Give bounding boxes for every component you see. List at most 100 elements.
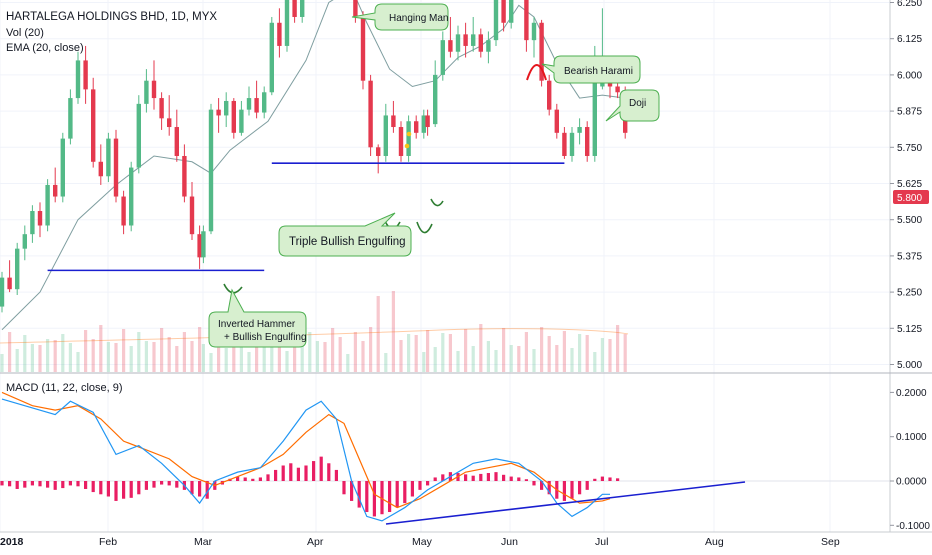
- candle-25: [189, 182, 195, 240]
- macd-histogram-bar-11: [84, 481, 88, 489]
- candle-body-1: [7, 277, 12, 290]
- volume-bar-73: [547, 336, 551, 372]
- last-price-badge-bg: [893, 190, 929, 204]
- volume-bar-36: [270, 333, 274, 372]
- volume-bar-9: [68, 343, 72, 372]
- volume-bar-45: [338, 337, 342, 372]
- macd-histogram-bar-8: [61, 481, 65, 489]
- volume-bar-66: [494, 350, 498, 372]
- macd-histogram-bar-10: [76, 481, 80, 487]
- candle-body-55: [414, 121, 419, 133]
- candle-3: [22, 225, 27, 261]
- volume-bar-23: [175, 346, 179, 372]
- macd-histogram-bar-13: [99, 481, 103, 495]
- candle-67: [501, 0, 506, 32]
- volume-bar-43: [323, 342, 327, 372]
- candle-32: [239, 100, 244, 136]
- candle-76: [569, 127, 575, 162]
- volume-bar-49: [369, 327, 373, 372]
- volume-bar-75: [562, 331, 566, 372]
- candle-5: [37, 202, 43, 238]
- candle-body-28: [208, 109, 214, 232]
- macd-histogram-bar-51: [388, 481, 392, 513]
- volume-bar-4: [30, 344, 34, 372]
- callout-doji-text: Doji: [629, 98, 646, 109]
- candle-body-5: [37, 211, 43, 226]
- candle-body-10: [75, 60, 81, 99]
- macd-histogram-bar-45: [342, 481, 346, 495]
- candle-77: [577, 118, 582, 145]
- volume-bar-25: [190, 341, 194, 372]
- candle-50: [376, 144, 381, 174]
- candle-9: [68, 89, 73, 145]
- volume-bar-52: [391, 291, 395, 372]
- candle-51: [383, 103, 388, 162]
- callout-inverted-hammer-line2: + Bullish Engulfing: [224, 332, 307, 343]
- candle-40: [300, 0, 305, 23]
- candle-15: [113, 129, 119, 203]
- volume-bar-41: [308, 332, 312, 372]
- volume-bar-60: [448, 334, 452, 372]
- macd-histogram-bar-54: [410, 481, 414, 497]
- volume-bar-7: [53, 340, 57, 372]
- volume-bar-76: [570, 348, 574, 372]
- macd-histogram-bar-33: [251, 478, 255, 481]
- candle-body-15: [113, 138, 119, 197]
- volume-bar-5: [38, 345, 42, 372]
- candle-body-53: [398, 127, 404, 156]
- volume-bar-48: [361, 341, 365, 372]
- volume-bar-53: [399, 340, 403, 372]
- macd-histogram-bar-74: [562, 481, 566, 501]
- time-tick-label-8: Sep: [821, 536, 840, 548]
- candle-body-74: [554, 109, 559, 133]
- time-tick-label-7: Aug: [705, 536, 724, 548]
- volume-bar-6: [46, 339, 50, 372]
- candle-33: [246, 86, 252, 116]
- candle-55: [414, 115, 419, 139]
- candle-74: [554, 103, 559, 139]
- candle-body-62: [463, 34, 468, 46]
- candle-29: [216, 98, 221, 133]
- price-tick-label-4: 6.125: [897, 34, 922, 45]
- candle-78: [585, 121, 590, 162]
- volume-bar-46: [346, 354, 350, 372]
- macd-histogram-bar-9: [68, 481, 72, 486]
- candle-body-39: [292, 0, 297, 17]
- price-tick-label-5: 6.000: [897, 70, 922, 81]
- volume-bar-0: [0, 354, 4, 372]
- macd-histogram-bar-7: [53, 481, 57, 490]
- candle-body-22: [167, 118, 172, 128]
- candle-body-32: [239, 109, 244, 133]
- volume-bar-78: [585, 335, 589, 372]
- macd-tick-label-0: 0.2000: [896, 388, 927, 399]
- candle-54: [406, 115, 411, 162]
- macd-histogram-bar-42: [319, 456, 323, 481]
- candle-body-52: [391, 115, 396, 128]
- candle-body-0: [0, 277, 5, 307]
- callout-inverted-hammer: Inverted Hammer + Bullish Engulfing: [208, 288, 307, 348]
- candle-30: [224, 92, 229, 128]
- candle-body-71: [531, 22, 537, 41]
- callout-doji-shape: [605, 89, 660, 122]
- candle-body-30: [224, 100, 229, 116]
- candle-body-13: [98, 161, 103, 177]
- candle-body-80: [600, 80, 605, 87]
- price-tick-label-11: 5.250: [897, 288, 922, 299]
- pattern-dot-2: [404, 143, 410, 149]
- macd-histogram-bar-48: [365, 481, 369, 513]
- candle-62: [463, 22, 468, 58]
- candle-23: [174, 109, 179, 162]
- macd-histogram-bar-63: [479, 473, 483, 481]
- candle-body-36: [269, 22, 274, 93]
- macd-pane: [0, 391, 890, 525]
- time-tick-label-1: Feb: [99, 536, 117, 548]
- candle-body-25: [189, 196, 195, 235]
- candle-38: [284, 0, 290, 52]
- macd-label: MACD (11, 22, close, 9): [6, 382, 123, 394]
- candle-body-78: [585, 127, 590, 156]
- macd-histogram-bar-69: [524, 479, 528, 481]
- volume-bar-32: [239, 343, 243, 372]
- macd-tick-label-3: -0.1000: [896, 521, 930, 532]
- macd-histogram-bar-55: [418, 481, 422, 490]
- candle-body-63: [471, 34, 476, 46]
